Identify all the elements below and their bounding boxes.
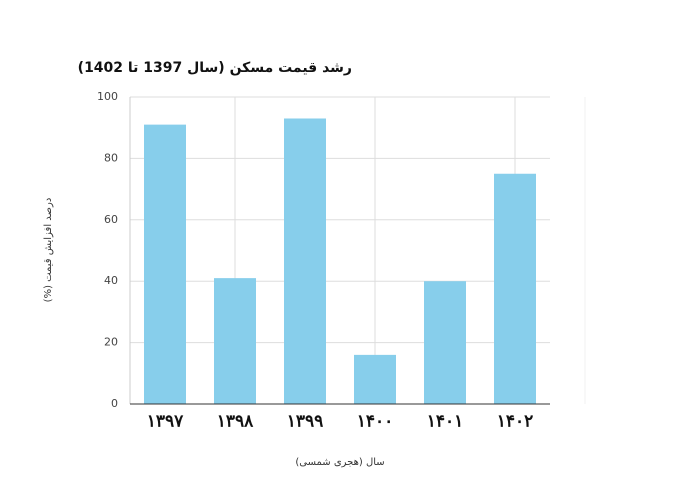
chart-title: رشد قیمت مسکن (سال 1397 تا 1402) [78, 60, 352, 76]
y-tick-label: 60 [104, 213, 118, 226]
bar [214, 278, 256, 404]
x-tick-label: ۱۴۰۰ [357, 412, 394, 432]
x-tick-label: ۱۴۰۱ [427, 412, 464, 432]
y-tick-label: 0 [111, 397, 118, 410]
x-tick-label: ۱۳۹۹ [287, 412, 324, 432]
y-tick-label: 80 [104, 151, 118, 164]
bar [494, 173, 536, 404]
x-axis-title: سال (هجری شمسی) [295, 457, 384, 468]
x-tick-label: ۱۴۰۲ [497, 412, 534, 432]
y-axis-title: درصد افزایش قیمت (%) [43, 198, 54, 303]
x-tick-label: ۱۳۹۷ [147, 412, 184, 432]
bar [424, 281, 466, 404]
bar [144, 124, 186, 404]
y-tick-label: 20 [104, 336, 118, 349]
bar [354, 354, 396, 404]
y-tick-label: 100 [97, 90, 118, 103]
x-tick-label: ۱۳۹۸ [217, 412, 254, 432]
bar [284, 118, 326, 405]
y-tick-label: 40 [104, 274, 118, 287]
